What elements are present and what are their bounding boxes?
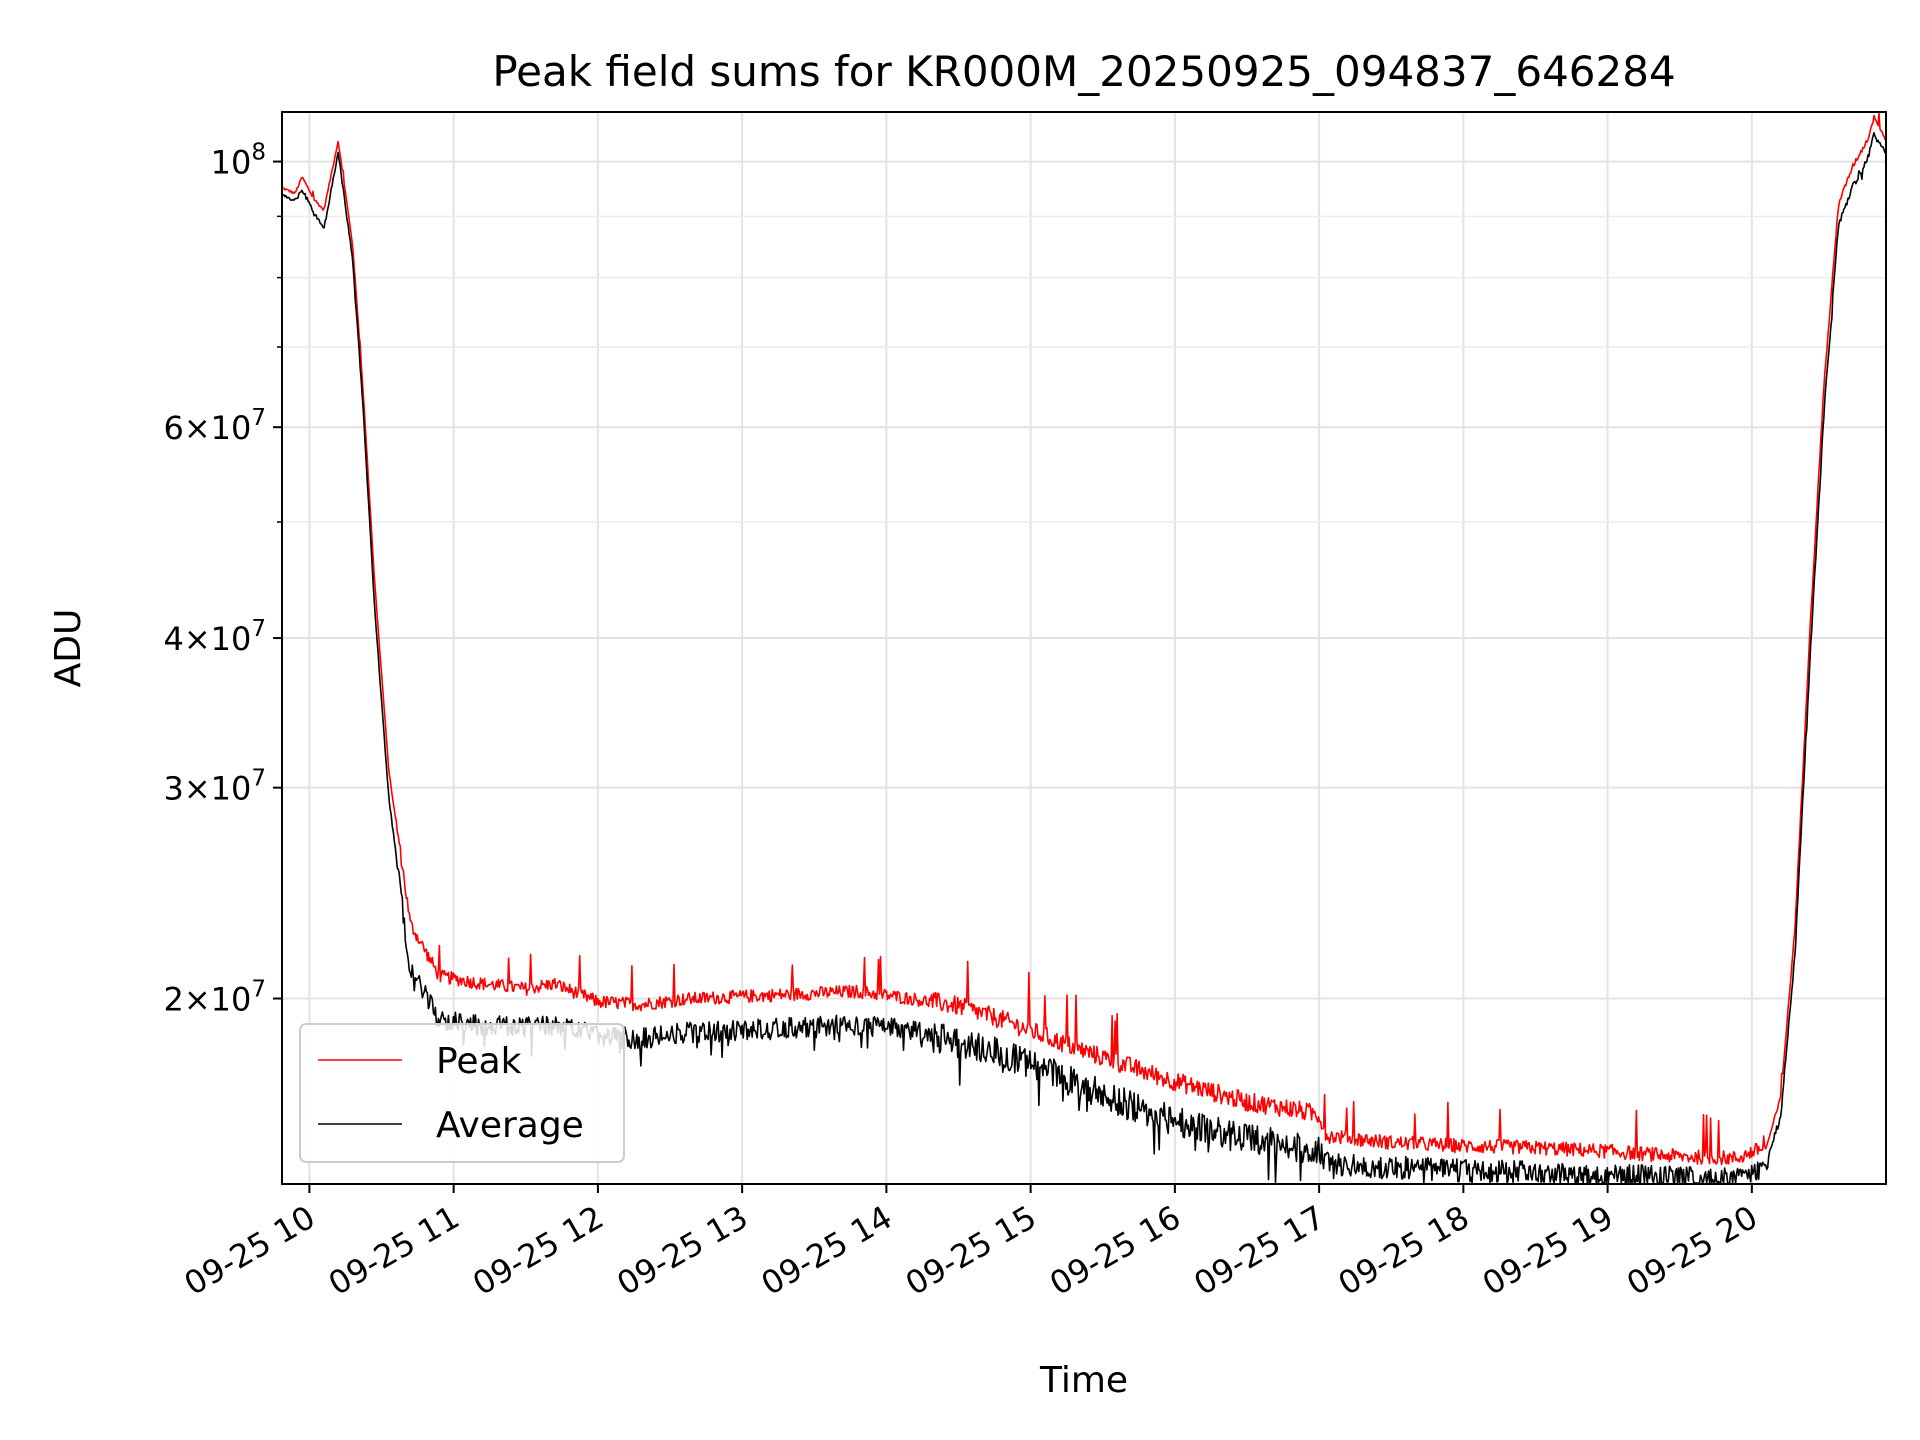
x-tick-label: 09-25 20 [1620,1198,1764,1303]
legend: Peak Average [299,1023,625,1163]
x-axis-label: Time [1039,1360,1128,1401]
series-line-peak [281,112,1887,1166]
legend-label-peak: Peak [436,1041,522,1082]
x-tick-label: 09-25 19 [1476,1198,1620,1303]
grid-lines [282,112,1886,1184]
x-axis-ticks: 09-25 10 09-25 11 09-25 12 09-25 13 09-25 14… [178,1184,1764,1303]
x-tick-label: 09-25 17 [1188,1198,1332,1303]
y-tick-label: 3×107 [163,766,266,808]
x-tick-label: 09-25 14 [755,1198,899,1303]
x-tick-label: 09-25 16 [1043,1198,1187,1303]
x-tick-label: 09-25 15 [899,1198,1043,1303]
y-axis-ticks: 2×107 3×107 4×107 6×107 108 [163,140,282,1019]
y-tick-label: 6×107 [163,405,266,447]
legend-box [299,1023,625,1163]
x-tick-label: 09-25 10 [178,1198,322,1303]
x-tick-label: 09-25 13 [611,1198,755,1303]
x-tick-label: 09-25 11 [322,1198,466,1303]
y-tick-label: 4×107 [163,616,266,658]
legend-label-average: Average [436,1105,584,1146]
chart-title: Peak field sums for KR000M_20250925_0948… [492,47,1675,96]
x-tick-label: 09-25 18 [1332,1198,1476,1303]
x-tick-label: 09-25 12 [466,1198,610,1303]
y-axis-label: ADU [48,609,89,688]
y-tick-label: 2×107 [163,977,266,1019]
plot-frame [281,111,1887,1185]
series-layer [281,112,1887,1184]
y-tick-label: 108 [211,140,266,182]
